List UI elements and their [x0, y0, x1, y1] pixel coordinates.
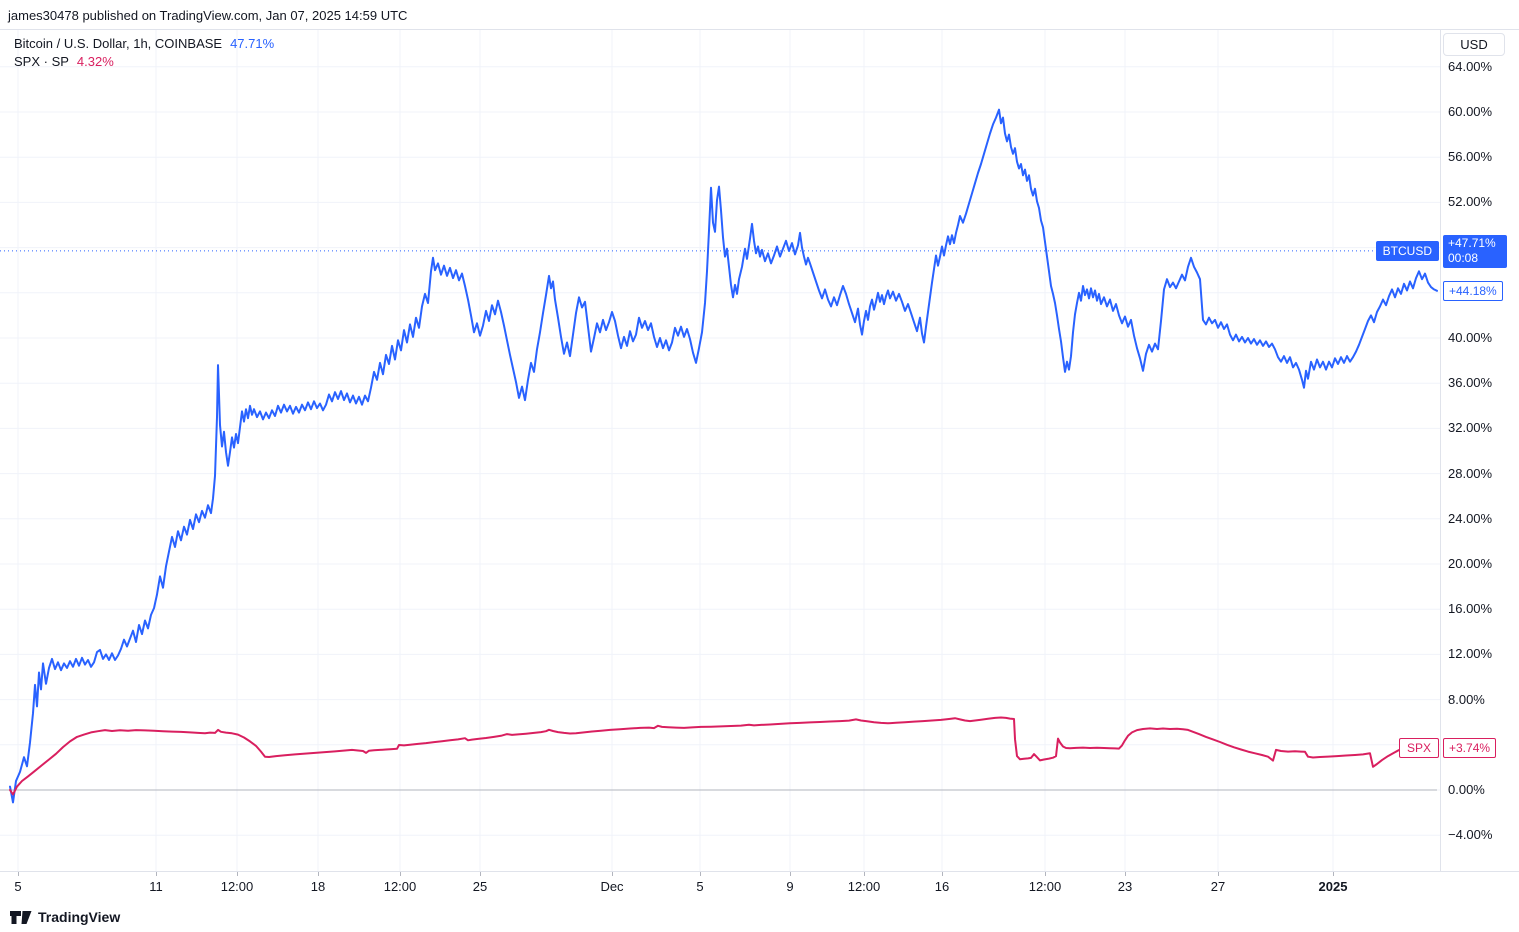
time-tick-label: 12:00 — [847, 879, 881, 894]
publish-header: james30478 published on TradingView.com,… — [0, 0, 1519, 30]
legend-row-spx[interactable]: SPX · SP 4.32% — [14, 53, 274, 70]
time-tick-label: 23 — [1117, 879, 1133, 894]
time-tick-label: 2025 — [1318, 879, 1348, 894]
price-tick-label: 32.00% — [1448, 420, 1493, 436]
price-scale[interactable]: USD 64.00%60.00%56.00%52.00%48.00%44.00%… — [1440, 30, 1519, 871]
series-btcusd — [9, 108, 1438, 804]
time-tick-label: 5 — [14, 879, 22, 894]
chart-pane[interactable]: Bitcoin / U.S. Dollar, 1h, COINBASE 47.71… — [0, 30, 1440, 871]
btc-bar-countdown: 00:08 — [1448, 250, 1479, 265]
price-tick-label: 12.00% — [1448, 646, 1493, 662]
legend-row-btc[interactable]: Bitcoin / U.S. Dollar, 1h, COINBASE 47.71… — [14, 35, 274, 52]
time-tick-label: 12:00 — [1028, 879, 1062, 894]
price-tick-label: 20.00% — [1448, 556, 1493, 571]
legend-btc-title[interactable]: Bitcoin / U.S. Dollar, 1h, COINBASE — [14, 36, 223, 51]
price-tick-label: 16.00% — [1448, 601, 1493, 617]
chart-legend: Bitcoin / U.S. Dollar, 1h, COINBASE 47.71… — [14, 35, 274, 71]
time-tick-mark — [400, 872, 401, 876]
price-tick-label: 40.00% — [1448, 330, 1493, 345]
price-tick-label: 52.00% — [1448, 194, 1493, 210]
time-tick-mark — [480, 872, 481, 876]
time-tick-mark — [612, 872, 613, 876]
time-tick-mark — [1125, 872, 1126, 876]
btcusd-series-label-badge: BTCUSD — [1375, 240, 1439, 261]
time-tick-mark — [790, 872, 791, 876]
price-tick-label: 0.00% — [1448, 782, 1485, 797]
time-tick-label: 16 — [934, 879, 950, 894]
time-tick-label: 11 — [149, 879, 163, 894]
publish-text: james30478 published on TradingView.com,… — [8, 8, 408, 23]
currency-mode-button[interactable]: USD — [1443, 33, 1505, 56]
legend-spx-change: 4.32% — [76, 54, 114, 69]
legend-spx-title[interactable]: SPX · SP — [14, 54, 69, 69]
price-tick-label: 28.00% — [1448, 465, 1493, 481]
legend-btc-change: 47.71% — [230, 36, 275, 51]
price-tick-label: 36.00% — [1448, 375, 1493, 391]
time-tick-label: Dec — [600, 879, 624, 894]
time-tick-label: 5 — [696, 879, 704, 894]
price-tick-label: 8.00% — [1448, 691, 1485, 707]
tradingview-logo-icon[interactable] — [10, 910, 32, 925]
comparison-line-chart[interactable] — [0, 30, 1440, 871]
time-tick-label: 9 — [786, 879, 794, 894]
time-tick-label: 25 — [472, 879, 488, 894]
time-tick-mark — [1045, 872, 1046, 876]
time-tick-mark — [237, 872, 238, 876]
spx-value-badge: +3.74% — [1443, 737, 1497, 758]
btc-series-value-badge: +44.18% — [1443, 280, 1503, 301]
price-tick-label: 56.00% — [1448, 149, 1493, 165]
time-tick-label: 12:00 — [220, 879, 254, 894]
time-tick-mark — [864, 872, 865, 876]
series-spx — [9, 716, 1438, 796]
tradingview-brand-text[interactable]: TradingView — [38, 909, 121, 925]
btc-last-price-badge: +47.71% 00:08 — [1443, 234, 1507, 268]
spx-series-label-badge: SPX — [1398, 737, 1439, 758]
time-tick-mark — [1218, 872, 1219, 876]
price-tick-label: 24.00% — [1448, 510, 1493, 526]
time-tick-label: 18 — [310, 879, 326, 894]
time-tick-mark — [942, 872, 943, 876]
price-tick-label: 64.00% — [1448, 58, 1493, 74]
time-tick-label: 27 — [1210, 879, 1226, 894]
time-tick-mark — [700, 872, 701, 876]
btc-last-price-value: +47.71% — [1448, 235, 1496, 250]
time-tick-mark — [318, 872, 319, 876]
time-tick-mark — [18, 872, 19, 876]
time-scale[interactable]: 5 11 12:00 18 12:00 25 Dec 5 9 12:00 16 12:00 23 27 20… — [0, 871, 1519, 901]
time-tick-label: 12:00 — [383, 879, 417, 894]
footer: TradingView — [10, 906, 120, 928]
time-tick-mark — [156, 872, 157, 876]
time-tick-mark — [1333, 872, 1334, 876]
price-tick-label: 60.00% — [1448, 104, 1493, 119]
price-tick-label: −4.00% — [1448, 827, 1493, 843]
